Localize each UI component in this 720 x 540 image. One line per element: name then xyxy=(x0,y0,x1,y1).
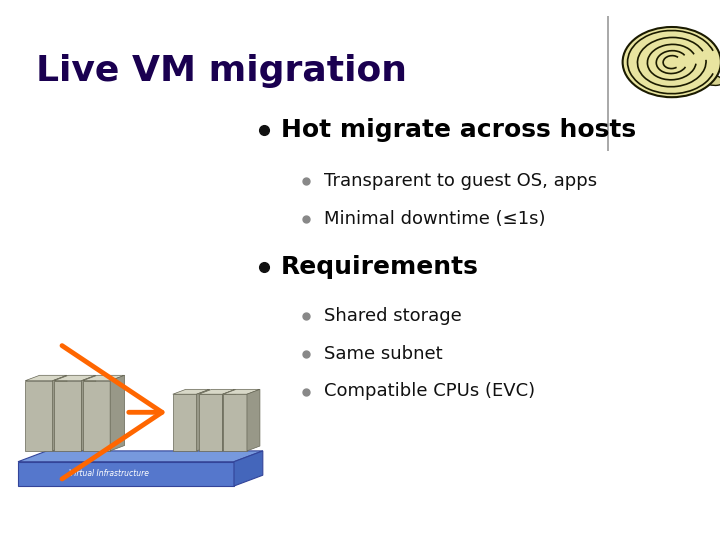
Text: Same subnet: Same subnet xyxy=(324,345,443,363)
Polygon shape xyxy=(18,451,263,462)
Polygon shape xyxy=(197,389,210,451)
Polygon shape xyxy=(25,381,53,451)
Text: Transparent to guest OS, apps: Transparent to guest OS, apps xyxy=(324,172,597,190)
Text: Requirements: Requirements xyxy=(281,255,479,279)
Polygon shape xyxy=(234,451,263,486)
Polygon shape xyxy=(199,394,222,451)
Polygon shape xyxy=(81,375,96,451)
Polygon shape xyxy=(247,389,260,451)
Polygon shape xyxy=(54,381,81,451)
Text: Shared storage: Shared storage xyxy=(324,307,462,325)
Polygon shape xyxy=(173,394,197,451)
Ellipse shape xyxy=(701,74,720,85)
Polygon shape xyxy=(83,381,110,451)
FancyArrowPatch shape xyxy=(62,346,162,479)
Polygon shape xyxy=(222,389,235,451)
Polygon shape xyxy=(18,462,234,486)
Polygon shape xyxy=(199,389,235,394)
Polygon shape xyxy=(53,375,67,451)
Text: Compatible CPUs (EVC): Compatible CPUs (EVC) xyxy=(324,382,535,401)
Polygon shape xyxy=(223,394,247,451)
Polygon shape xyxy=(173,389,210,394)
Text: Hot migrate across hosts: Hot migrate across hosts xyxy=(281,118,636,141)
Polygon shape xyxy=(223,389,260,394)
Polygon shape xyxy=(110,375,125,451)
Polygon shape xyxy=(83,375,125,381)
Text: Minimal downtime (≤1s): Minimal downtime (≤1s) xyxy=(324,210,546,228)
Text: Live VM migration: Live VM migration xyxy=(36,54,407,88)
Text: Virtual Infrastructure: Virtual Infrastructure xyxy=(68,469,149,478)
Ellipse shape xyxy=(623,27,720,97)
Polygon shape xyxy=(54,375,96,381)
Polygon shape xyxy=(25,375,67,381)
